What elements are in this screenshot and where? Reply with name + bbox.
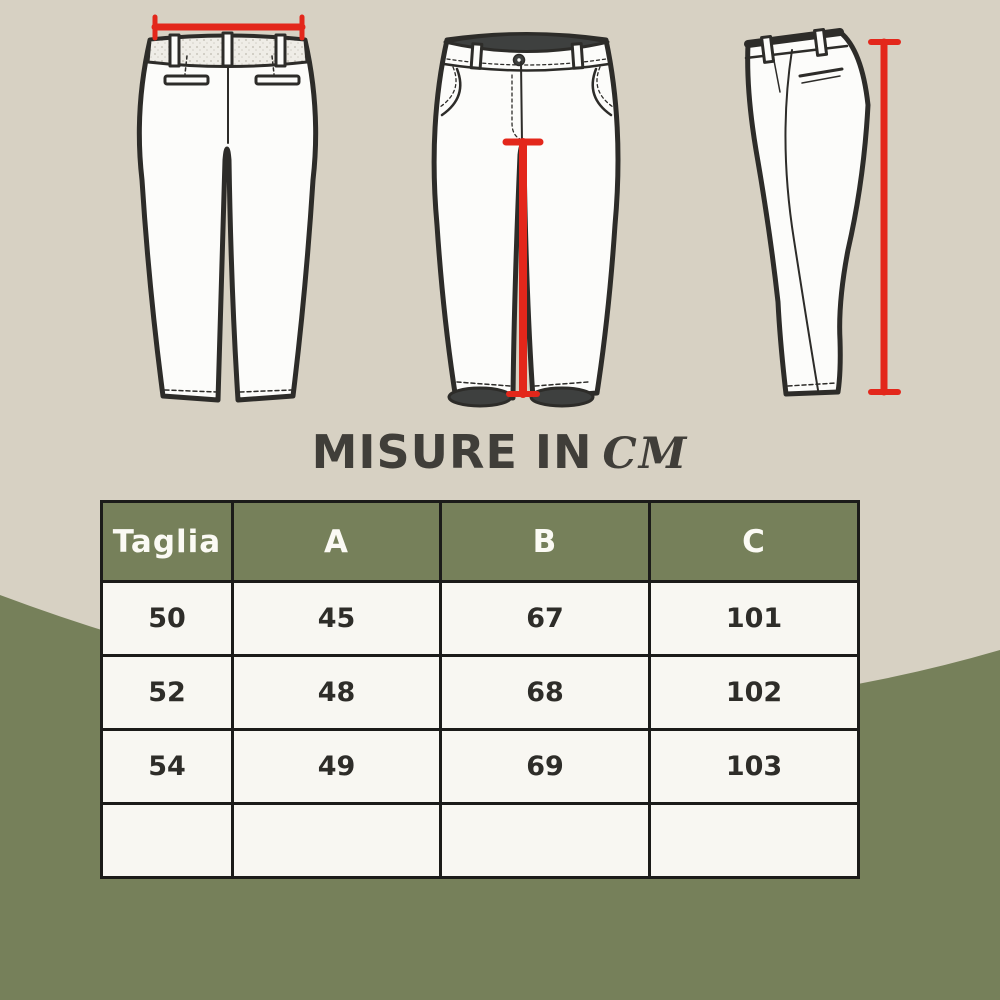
- back-pocket: [163, 74, 210, 86]
- belt-loop: [760, 34, 776, 64]
- pants-front-view-illustration: [431, 32, 621, 408]
- table-cell: 68: [439, 654, 651, 731]
- table-cell: 69: [439, 728, 651, 805]
- side-pocket: [440, 67, 462, 117]
- page-title: MISURE IN CM: [0, 425, 1000, 479]
- title-text: MISURE IN: [311, 425, 593, 479]
- table-cell-size: 50: [100, 580, 234, 657]
- belt-loop: [570, 42, 585, 70]
- crease-line: [784, 49, 819, 391]
- table-cell: 49: [231, 728, 442, 805]
- belt-loop: [813, 27, 829, 57]
- back-pocket: [254, 74, 301, 86]
- table-header-c: C: [648, 500, 860, 583]
- side-pocket: [591, 67, 613, 117]
- belt-loop: [469, 42, 484, 70]
- leg-opening: [447, 386, 513, 408]
- table-cell-size: 54: [100, 728, 234, 805]
- table-cell-size: 52: [100, 654, 234, 731]
- table-row: 50 45 67 101: [100, 580, 860, 657]
- table-cell: 45: [231, 580, 442, 657]
- table-row-empty: [100, 802, 860, 879]
- leg-opening: [529, 386, 595, 408]
- table-cell: 103: [648, 728, 860, 805]
- table-cell: 101: [648, 580, 860, 657]
- table-header-a: A: [231, 500, 442, 583]
- table-header-row: Taglia A B C: [100, 500, 860, 583]
- table-row: 54 49 69 103: [100, 728, 860, 805]
- fly-seam: [520, 61, 523, 143]
- table-cell: [231, 802, 442, 879]
- table-cell: [439, 802, 651, 879]
- table-cell-size: [100, 802, 234, 879]
- belt-loop: [168, 33, 181, 68]
- table-cell: 102: [648, 654, 860, 731]
- belt-loop: [221, 31, 234, 68]
- measure-line-b: [502, 138, 544, 398]
- pants-side-view-illustration: [744, 27, 901, 397]
- waistband-interior: [443, 32, 610, 53]
- unit-label: CM: [602, 429, 689, 479]
- table-row: 52 48 68 102: [100, 654, 860, 731]
- table-cell: 48: [231, 654, 442, 731]
- pants-back-body: [136, 33, 319, 403]
- measure-line-a: [151, 14, 306, 41]
- belt-loop: [274, 33, 287, 68]
- measure-line-c: [868, 38, 901, 396]
- pants-back-view-illustration: [136, 14, 319, 403]
- table-header-taglia: Taglia: [100, 500, 234, 583]
- table-cell: [648, 802, 860, 879]
- back-pocket: [798, 67, 844, 78]
- table-header-b: B: [439, 500, 651, 583]
- pants-side-body: [745, 29, 871, 397]
- table-cell: 67: [439, 580, 651, 657]
- size-table: Taglia A B C 50 45 67 101 52 48 68 102 5…: [100, 500, 860, 879]
